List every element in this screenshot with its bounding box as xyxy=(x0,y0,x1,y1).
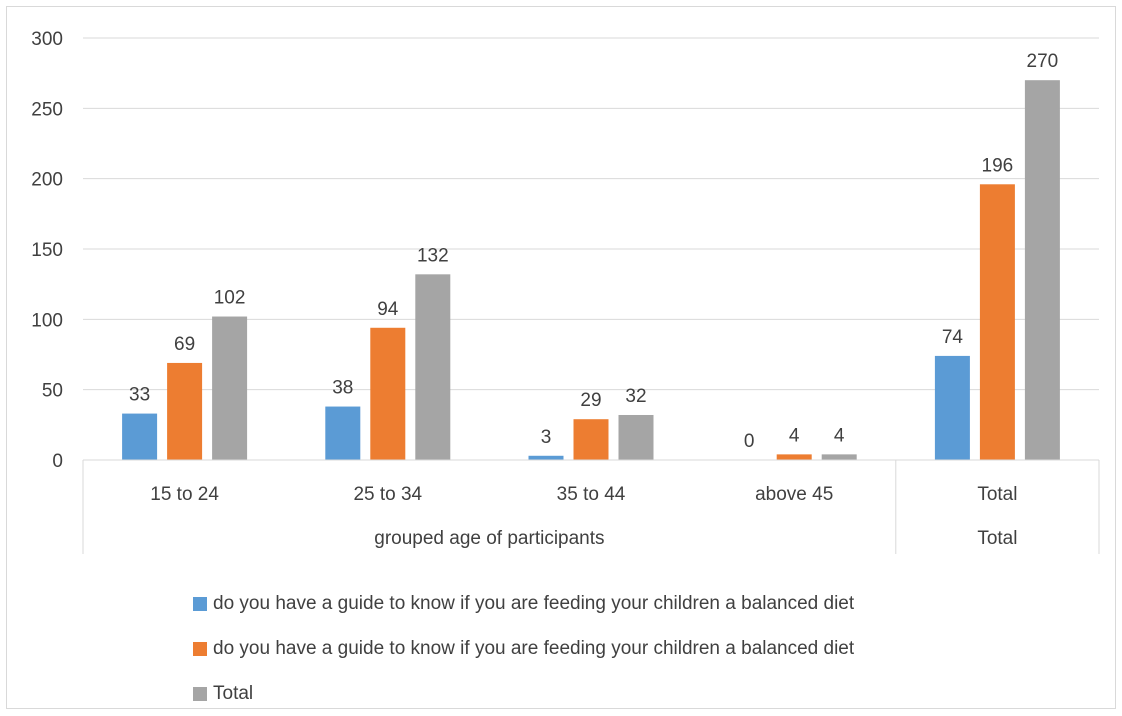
data-labels: 33 69 102 38 94 132 3 29 32 0 4 4 74 196 270 xyxy=(129,51,1058,452)
bar-series-3-4 xyxy=(821,454,857,460)
bar-series-2-1 xyxy=(167,362,203,460)
y-tick-label: 150 xyxy=(31,240,63,261)
legend-item-series-1: do you have a guide to know if you are f… xyxy=(193,581,1093,626)
data-label: 94 xyxy=(377,299,399,320)
legend-label-series-3: Total xyxy=(213,682,254,704)
legend-swatch-series-1 xyxy=(193,596,207,611)
bar-series-1-1 xyxy=(122,413,158,460)
y-tick-label: 50 xyxy=(42,381,63,402)
y-tick-label: 250 xyxy=(31,99,63,120)
data-label: 38 xyxy=(332,378,353,399)
data-label: 196 xyxy=(982,155,1014,176)
data-label: 69 xyxy=(174,334,195,355)
x-category-label: 25 to 34 xyxy=(353,484,422,505)
bars xyxy=(122,80,1060,460)
legend: do you have a guide to know if you are f… xyxy=(193,581,1093,716)
bar-series-3-2 xyxy=(415,274,451,460)
legend-item-series-3: Total xyxy=(193,671,1093,716)
bar-series-1-5 xyxy=(934,355,970,460)
chart-frame: 0 50 100 150 200 250 300 33 69 102 38 94 132 3 29 32 0 4… xyxy=(6,6,1116,709)
bar-series-1-3 xyxy=(528,455,564,460)
x-category-label: 35 to 44 xyxy=(557,484,626,505)
data-label: 102 xyxy=(214,288,246,309)
legend-item-series-2: do you have a guide to know if you are f… xyxy=(193,626,1093,671)
legend-label-series-1: do you have a guide to know if you are f… xyxy=(213,592,855,614)
x-group-label: Total xyxy=(977,528,1017,549)
bar-series-2-5 xyxy=(979,184,1015,460)
bar-chart: 0 50 100 150 200 250 300 33 69 102 38 94 132 3 29 32 0 4… xyxy=(31,29,1100,554)
x-category-label: Total xyxy=(977,484,1017,505)
bar-series-3-3 xyxy=(618,414,654,460)
bar-series-2-2 xyxy=(370,327,406,460)
legend-swatch-series-2 xyxy=(193,641,207,656)
legend-swatch-series-3 xyxy=(193,686,207,701)
data-label: 270 xyxy=(1027,51,1059,72)
data-label: 32 xyxy=(625,386,646,407)
bar-series-2-4 xyxy=(776,454,812,460)
bar-series-1-2 xyxy=(325,406,361,460)
bar-series-3-5 xyxy=(1024,80,1060,460)
data-label: 4 xyxy=(789,425,800,446)
legend-label-series-2: do you have a guide to know if you are f… xyxy=(213,637,855,659)
x-category-label: above 45 xyxy=(755,484,833,505)
y-tick-label: 0 xyxy=(52,451,63,472)
data-label: 74 xyxy=(942,327,964,348)
data-label: 4 xyxy=(834,425,845,446)
data-label: 132 xyxy=(417,245,449,266)
data-label: 0 xyxy=(744,431,755,452)
data-label: 3 xyxy=(541,427,552,448)
y-tick-label: 300 xyxy=(31,29,63,50)
x-category-label: 15 to 24 xyxy=(150,484,219,505)
data-label: 33 xyxy=(129,385,150,406)
x-group-label: grouped age of participants xyxy=(374,528,604,549)
data-label: 29 xyxy=(580,390,601,411)
y-tick-label: 100 xyxy=(31,310,63,331)
gridlines xyxy=(83,37,1099,391)
y-axis-tick-labels: 0 50 100 150 200 250 300 xyxy=(31,29,63,472)
bar-series-3-1 xyxy=(212,316,248,460)
bar-series-2-3 xyxy=(573,419,609,460)
x-axis: 15 to 24 25 to 34 35 to 44 above 45 Total gro… xyxy=(82,459,1100,554)
y-tick-label: 200 xyxy=(31,170,63,191)
